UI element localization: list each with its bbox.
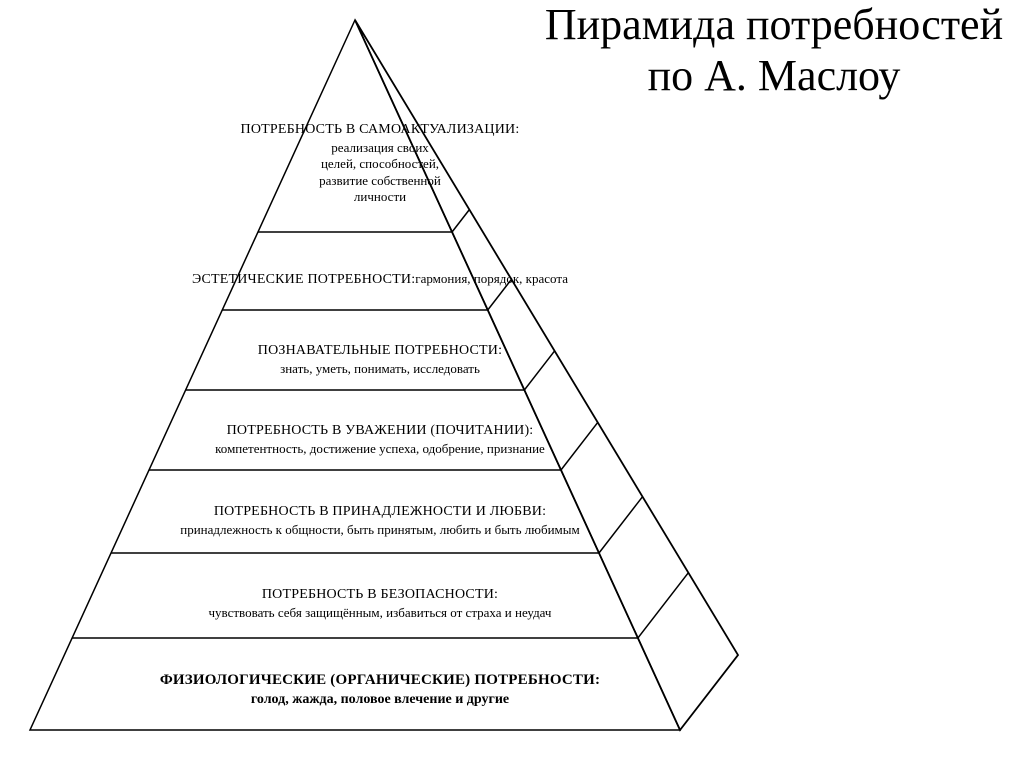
- pyramid-level: ПОТРЕБНОСТЬ В УВАЖЕНИИ (ПОЧИТАНИИ): компе…: [20, 423, 740, 457]
- pyramid-level: ПОТРЕБНОСТЬ В БЕЗОПАСНОСТИ: чувствовать с…: [20, 587, 740, 621]
- pyramid-levels: ПОТРЕБНОСТЬ В САМОАКТУАЛИЗАЦИИ: реализаци…: [20, 10, 740, 750]
- level-heading: ПОТРЕБНОСТЬ В УВАЖЕНИИ (ПОЧИТАНИИ):: [20, 423, 740, 439]
- pyramid-level: ПОТРЕБНОСТЬ В САМОАКТУАЛИЗАЦИИ: реализаци…: [20, 122, 740, 205]
- level-desc: принадлежность к общности, быть принятым…: [20, 522, 740, 538]
- level-heading: ПОТРЕБНОСТЬ В ПРИНАДЛЕЖНОСТИ И ЛЮБВИ:: [20, 504, 740, 520]
- pyramid-level: ПОТРЕБНОСТЬ В ПРИНАДЛЕЖНОСТИ И ЛЮБВИ: при…: [20, 504, 740, 538]
- pyramid-level: ФИЗИОЛОГИЧЕСКИЕ (ОРГАНИЧЕСКИЕ) ПОТРЕБНОС…: [20, 672, 740, 709]
- level-desc: знать, уметь, понимать, исследовать: [20, 361, 740, 377]
- level-heading: ФИЗИОЛОГИЧЕСКИЕ (ОРГАНИЧЕСКИЕ) ПОТРЕБНОС…: [20, 672, 740, 689]
- level-desc: чувствовать себя защищённым, избавиться …: [20, 605, 740, 621]
- level-desc: голод, жажда, половое влечение и другие: [20, 691, 740, 709]
- level-desc: компетентность, достижение успеха, одобр…: [20, 441, 740, 457]
- level-heading: ПОЗНАВАТЕЛЬНЫЕ ПОТРЕБНОСТИ:: [20, 343, 740, 359]
- level-desc: гармония, порядок, красота: [415, 271, 568, 286]
- level-desc: реализация своихцелей, способностей,разв…: [20, 140, 740, 205]
- level-heading: ПОТРЕБНОСТЬ В БЕЗОПАСНОСТИ:: [20, 587, 740, 603]
- level-heading: ПОТРЕБНОСТЬ В САМОАКТУАЛИЗАЦИИ:: [20, 122, 740, 138]
- pyramid-level: ЭСТЕТИЧЕСКИЕ ПОТРЕБНОСТИ:гармония, поряд…: [20, 270, 740, 288]
- pyramid-level: ПОЗНАВАТЕЛЬНЫЕ ПОТРЕБНОСТИ: знать, уметь,…: [20, 343, 740, 377]
- level-heading: ЭСТЕТИЧЕСКИЕ ПОТРЕБНОСТИ:: [192, 272, 415, 287]
